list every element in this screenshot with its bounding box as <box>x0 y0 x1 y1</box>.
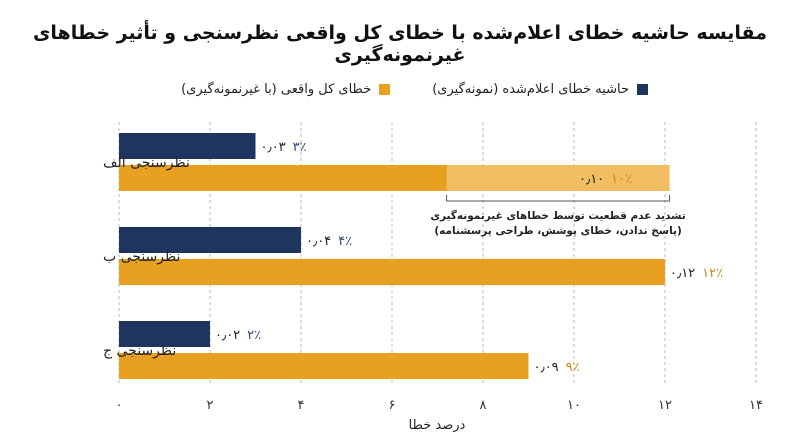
x-tick-label: ۴ <box>298 398 305 413</box>
legend-label-reported: حاشیه خطای اعلام‌شده (نمونه‌گیری) <box>432 82 629 97</box>
legend-item-actual: خطای کل واقعی (با غیرنمونه‌گیری) <box>181 82 391 97</box>
x-tick-label: ۲ <box>207 398 214 413</box>
data-label-decimal: ۰٫۰۹ <box>534 360 559 375</box>
data-label-percent: ۹٪ <box>566 360 580 375</box>
x-tick-label: ۸ <box>480 398 487 413</box>
annotation-bracket <box>446 195 671 202</box>
legend-label-actual: خطای کل واقعی (با غیرنمونه‌گیری) <box>181 82 372 97</box>
legend-swatch-reported <box>637 84 648 95</box>
data-label-decimal: ۰٫۱۰ <box>579 172 604 187</box>
x-tick-label: ۱۴ <box>749 398 763 413</box>
x-tick-label: ۶ <box>389 398 396 413</box>
category-label: نظرسنجی ج <box>103 343 176 359</box>
category-label: نظرسنجی ب <box>103 249 180 265</box>
data-label-percent: ۱۰٪ <box>611 172 632 187</box>
bar-reported <box>119 321 210 347</box>
legend-swatch-actual <box>379 84 391 95</box>
bar-highlight-nonsampling <box>446 165 670 191</box>
x-axis-title: درصد خطا <box>409 418 466 433</box>
legend-item-reported: حاشیه خطای اعلام‌شده (نمونه‌گیری) <box>432 82 648 97</box>
bar-actual <box>119 353 529 379</box>
data-label-percent: ۱۲٪ <box>702 266 723 281</box>
bar-reported <box>119 227 301 253</box>
legend: حاشیه خطای اعلام‌شده (نمونه‌گیری) خطای ک… <box>181 82 648 97</box>
bars <box>119 133 671 379</box>
annotation-line2: (پاسخ ندادن، خطای پوشش، طراحی پرسشنامه) <box>434 225 681 237</box>
data-label-percent: ۲٪ <box>247 328 261 343</box>
data-label-decimal: ۰٫۰۳ <box>261 140 286 155</box>
annotation-line1: تشدید عدم قطعیت توسط خطاهای غیرنمونه‌گیر… <box>430 209 685 222</box>
x-tick-label: ۰ <box>116 398 123 413</box>
data-label-percent: ۳٪ <box>293 140 307 155</box>
labels: نظرسنجی الف ۰٫۰۳ ۳٪ ۰٫۱۰ ۱۰٪ نظرسنجی ب ۰٫۰۴ ۴٪ ۰… <box>103 140 723 375</box>
chart-title: مقایسه حاشیه خطای اعلام‌شده با خطای کل و… <box>33 22 767 66</box>
data-label-percent: ۴٪ <box>338 234 352 249</box>
data-label-decimal: ۰٫۰۴ <box>306 234 331 249</box>
data-label-decimal: ۰٫۰۲ <box>215 328 240 343</box>
data-label-decimal: ۰٫۱۲ <box>670 266 695 281</box>
bar-reported <box>119 133 256 159</box>
bar-actual <box>119 259 665 285</box>
x-tick-label: ۱۰ <box>567 398 581 413</box>
axis: ۰ ۲ ۴ ۶ ۸ ۱۰ ۱۲ ۱۴ درصد خطا <box>116 398 763 433</box>
category-label: نظرسنجی الف <box>103 155 190 171</box>
x-tick-label: ۱۲ <box>658 398 672 413</box>
